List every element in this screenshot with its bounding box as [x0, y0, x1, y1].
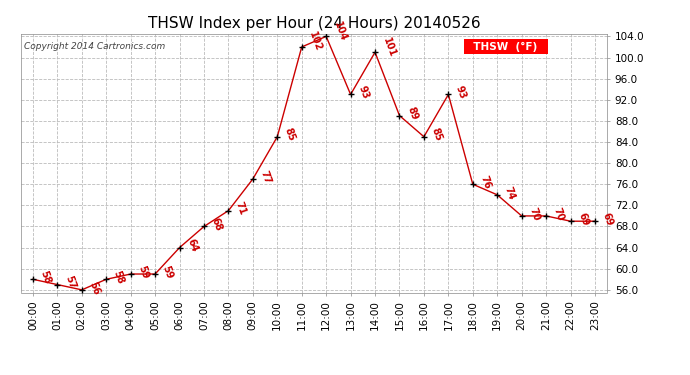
Text: 74: 74 — [503, 185, 517, 201]
Text: 64: 64 — [185, 238, 199, 254]
Text: 93: 93 — [356, 84, 370, 100]
Text: 101: 101 — [381, 36, 397, 58]
Text: 59: 59 — [136, 264, 150, 280]
Title: THSW Index per Hour (24 Hours) 20140526: THSW Index per Hour (24 Hours) 20140526 — [148, 16, 480, 31]
Text: 104: 104 — [332, 20, 348, 42]
Text: 71: 71 — [234, 201, 248, 217]
Text: 93: 93 — [454, 84, 468, 100]
Text: 85: 85 — [283, 127, 297, 143]
Text: Copyright 2014 Cartronics.com: Copyright 2014 Cartronics.com — [23, 42, 165, 51]
Text: 59: 59 — [161, 264, 175, 280]
Text: 89: 89 — [405, 105, 419, 122]
Text: 70: 70 — [527, 206, 541, 222]
Text: 58: 58 — [112, 269, 126, 285]
Text: 68: 68 — [210, 216, 224, 232]
Text: 58: 58 — [39, 269, 52, 285]
Text: 77: 77 — [259, 169, 273, 185]
Text: 56: 56 — [88, 280, 101, 296]
Text: 76: 76 — [478, 174, 493, 190]
Text: 70: 70 — [552, 206, 566, 222]
Text: 85: 85 — [429, 127, 444, 143]
Text: 69: 69 — [600, 211, 615, 227]
Text: 57: 57 — [63, 274, 77, 291]
Text: THSW  (°F): THSW (°F) — [466, 42, 545, 52]
Text: 69: 69 — [576, 211, 590, 227]
Text: 102: 102 — [307, 31, 324, 53]
